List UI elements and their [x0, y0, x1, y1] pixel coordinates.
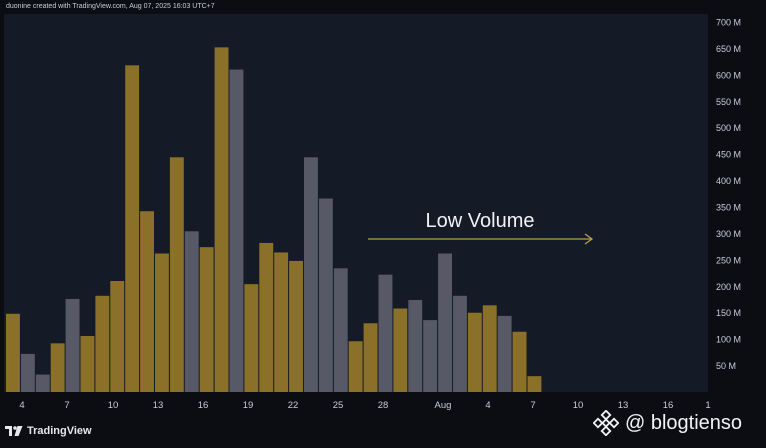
volume-bar	[289, 260, 303, 392]
x-axis: 4 7 10 13 16 19 22 25 28 Aug 4 7 10 13 16 1	[19, 400, 710, 411]
volume-bar	[438, 253, 452, 392]
y-tick-label: 650 M	[716, 44, 741, 54]
x-tick-label: 22	[288, 400, 299, 411]
y-tick-label: 400 M	[716, 176, 741, 186]
x-tick-label: 13	[153, 400, 164, 411]
y-tick-label: 500 M	[716, 123, 741, 133]
x-tick-label: 10	[108, 400, 119, 411]
x-tick-label: 28	[378, 400, 389, 411]
tradingview-logo-text: TradingView	[27, 425, 92, 437]
volume-bar	[467, 312, 482, 392]
x-tick-label: 4	[19, 400, 24, 411]
y-tick-label: 250 M	[716, 255, 741, 265]
volume-bar	[199, 247, 214, 392]
volume-bar	[453, 295, 467, 392]
watermark-text: @ blogtienso	[625, 411, 743, 434]
y-tick-label: 450 M	[716, 150, 741, 160]
volume-bar	[274, 252, 289, 392]
y-axis: 50 M 100 M 150 M 200 M 250 M 300 M 350 M 400 M 4…	[716, 17, 741, 371]
volume-bar	[184, 231, 199, 392]
binance-logo-icon	[593, 410, 619, 436]
y-tick-label: 200 M	[716, 282, 741, 292]
y-tick-label: 150 M	[716, 308, 741, 318]
x-tick-label: 1	[705, 400, 710, 411]
volume-bar	[65, 298, 80, 392]
plot-area	[4, 14, 708, 392]
y-tick-label: 550 M	[716, 97, 741, 107]
y-tick-label: 50 M	[716, 361, 736, 371]
x-tick-label: 7	[64, 400, 69, 411]
volume-bar	[527, 376, 542, 392]
volume-bar	[259, 242, 274, 392]
x-tick-label: 19	[243, 400, 254, 411]
volume-bar	[50, 343, 65, 392]
x-tick-label: 13	[618, 400, 629, 411]
volume-bar	[110, 280, 125, 392]
x-tick-label: 25	[333, 400, 344, 411]
volume-bar	[318, 198, 333, 392]
x-tick-label: 16	[198, 400, 209, 411]
annotation-arrow-head	[584, 233, 594, 245]
volume-bar	[378, 274, 393, 392]
tradingview-logo[interactable]: TradingView	[5, 425, 92, 437]
volume-bar	[348, 341, 363, 392]
annotation-label: Low Volume	[426, 210, 535, 232]
volume-bar	[363, 323, 378, 392]
volume-bar	[214, 47, 229, 392]
volume-bar	[333, 268, 348, 392]
watermark: @ blogtienso	[593, 410, 742, 436]
volume-bar	[393, 308, 408, 392]
volume-bar	[497, 315, 512, 392]
x-tick-label: 10	[573, 400, 584, 411]
x-tick-label: 16	[663, 400, 674, 411]
bars-layer	[6, 47, 542, 393]
y-tick-label: 100 M	[716, 335, 741, 345]
y-tick-label: 700 M	[716, 17, 741, 27]
y-tick-label: 300 M	[716, 229, 741, 239]
volume-bar	[80, 335, 95, 392]
volume-bar	[125, 65, 140, 392]
volume-bar	[169, 157, 184, 392]
tradingview-logo-icon	[5, 426, 23, 436]
volume-bar	[408, 300, 423, 392]
x-tick-label: Aug	[435, 400, 452, 411]
volume-bar	[229, 69, 244, 393]
volume-bar	[6, 313, 20, 392]
chart-credit: duonine created with TradingView.com, Au…	[6, 3, 215, 10]
volume-bar	[304, 157, 318, 392]
volume-bar	[244, 284, 259, 392]
volume-bar	[423, 320, 438, 392]
y-tick-label: 600 M	[716, 70, 741, 80]
volume-bar	[482, 305, 497, 392]
y-tick-label: 350 M	[716, 202, 741, 212]
x-tick-label: 7	[530, 400, 535, 411]
volume-bar	[140, 211, 154, 392]
volume-bar	[35, 374, 50, 392]
x-tick-label: 4	[485, 400, 490, 411]
volume-bar	[95, 295, 110, 392]
annotation-layer: Low Volume	[368, 210, 594, 245]
volume-bar	[512, 331, 527, 392]
volume-bar	[20, 353, 35, 392]
volume-bar	[155, 253, 169, 392]
